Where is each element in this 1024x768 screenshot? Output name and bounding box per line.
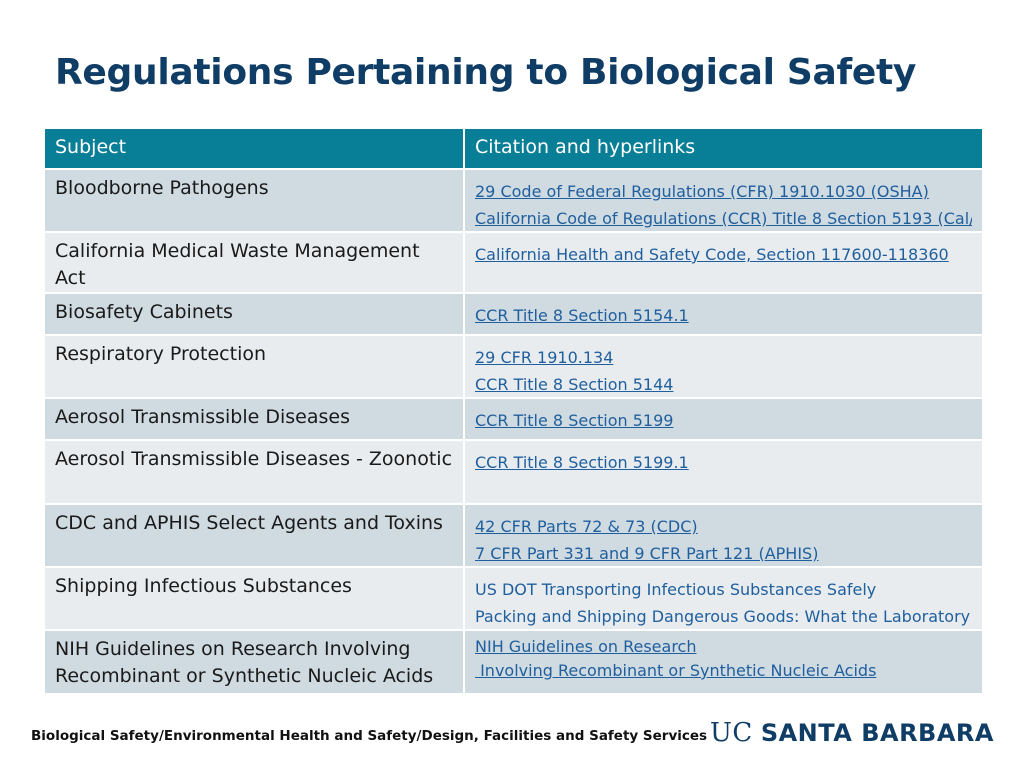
subject-cell: Biosafety Cabinets <box>45 292 465 335</box>
citation-link[interactable]: California Health and Safety Code, Secti… <box>475 245 949 264</box>
subject-cell: CDC and APHIS Select Agents and Toxins <box>45 503 465 567</box>
subject-text: Biosafety Cabinets <box>55 301 233 323</box>
subject-text: CDC and APHIS Select Agents and Toxins <box>55 512 443 534</box>
citation-cell: 29 Code of Federal Regulations (CFR) 191… <box>464 168 984 232</box>
citation-link[interactable]: CCR Title 8 Section 5199 <box>475 411 674 430</box>
citation-cell: California Health and Safety Code, Secti… <box>464 231 984 293</box>
table-header-row: Subject Citation and hyperlinks <box>45 129 984 169</box>
citation-cell: CCR Title 8 Section 5154.1 <box>464 292 984 335</box>
citation-cell: US DOT Transporting Infectious Substance… <box>464 566 984 630</box>
citation-link[interactable]: CCR Title 8 Section 5154.1 <box>475 306 689 325</box>
subject-cell: Bloodborne Pathogens <box>45 168 465 232</box>
subject-text: Respiratory Protection <box>55 343 267 365</box>
subject-cell: NIH Guidelines on Research Involving Rec… <box>45 629 465 693</box>
ucsb-logo: UC SANTA BARBARA <box>710 718 994 748</box>
citation-link[interactable]: 42 CFR Parts 72 & 73 (CDC) <box>475 517 698 536</box>
logo-uc: UC <box>710 718 753 748</box>
header-citation: Citation and hyperlinks <box>464 129 984 169</box>
table-row: Respiratory Protection 29 CFR 1910.134 C… <box>45 334 984 398</box>
citation-text: Packing and Shipping Dangerous Goods: Wh… <box>475 606 971 626</box>
table-row: Aerosol Transmissible Diseases CCR Title… <box>45 397 984 440</box>
table-row: Aerosol Transmissible Diseases - Zoonoti… <box>45 439 984 504</box>
citation-cell: CCR Title 8 Section 5199 <box>464 397 984 440</box>
subject-cell: Aerosol Transmissible Diseases - Zoonoti… <box>45 439 465 504</box>
citation-link[interactable]: 29 CFR 1910.134 <box>475 348 614 367</box>
citation-cell: NIH Guidelines on Research Involving Rec… <box>464 629 984 693</box>
table-row: NIH Guidelines on Research Involving Rec… <box>45 629 984 693</box>
citation-cell: 29 CFR 1910.134 CCR Title 8 Section 5144 <box>464 334 984 398</box>
subject-cell: Shipping Infectious Substances <box>45 566 465 630</box>
subject-text: California Medical Waste Management Act <box>55 240 420 289</box>
citation-link[interactable]: 7 CFR Part 331 and 9 CFR Part 121 (APHIS… <box>475 543 819 563</box>
subject-cell: Respiratory Protection <box>45 334 465 398</box>
table-row: Bloodborne Pathogens 29 Code of Federal … <box>45 168 984 232</box>
citation-link[interactable]: Involving Recombinant or Synthetic Nucle… <box>475 661 877 680</box>
subject-cell: California Medical Waste Management Act <box>45 231 465 293</box>
subject-text: Aerosol Transmissible Diseases - Zoonoti… <box>55 448 453 470</box>
citation-link[interactable]: CCR Title 8 Section 5144 <box>475 374 674 394</box>
table-row: Biosafety Cabinets CCR Title 8 Section 5… <box>45 292 984 335</box>
table-row: Shipping Infectious Substances US DOT Tr… <box>45 566 984 630</box>
citation-link[interactable]: California Code of Regulations (CCR) Tit… <box>475 208 972 228</box>
table-row: CDC and APHIS Select Agents and Toxins 4… <box>45 503 984 567</box>
citation-link[interactable]: 29 Code of Federal Regulations (CFR) 191… <box>475 182 929 201</box>
subject-cell: Aerosol Transmissible Diseases <box>45 397 465 440</box>
subject-text: Bloodborne Pathogens <box>55 177 269 199</box>
logo-name: SANTA BARBARA <box>760 719 994 747</box>
citation-link[interactable]: CCR Title 8 Section 5199.1 <box>475 453 689 472</box>
page-title: Regulations Pertaining to Biological Saf… <box>55 52 917 93</box>
citation-text: US DOT Transporting Infectious Substance… <box>475 580 877 599</box>
subject-text: Shipping Infectious Substances <box>55 575 352 597</box>
subject-text: Aerosol Transmissible Diseases <box>55 406 350 428</box>
citation-cell: 42 CFR Parts 72 & 73 (CDC) 7 CFR Part 33… <box>464 503 984 567</box>
footer-department: Biological Safety/Environmental Health a… <box>31 728 708 744</box>
citation-link[interactable]: NIH Guidelines on Research <box>475 637 697 656</box>
subject-text: NIH Guidelines on Research Involving Rec… <box>55 638 434 687</box>
table-row: California Medical Waste Management Act … <box>45 231 984 293</box>
header-subject: Subject <box>45 129 465 169</box>
citation-cell: CCR Title 8 Section 5199.1 <box>464 439 984 504</box>
regulations-table: Subject Citation and hyperlinks Bloodbor… <box>45 129 984 693</box>
